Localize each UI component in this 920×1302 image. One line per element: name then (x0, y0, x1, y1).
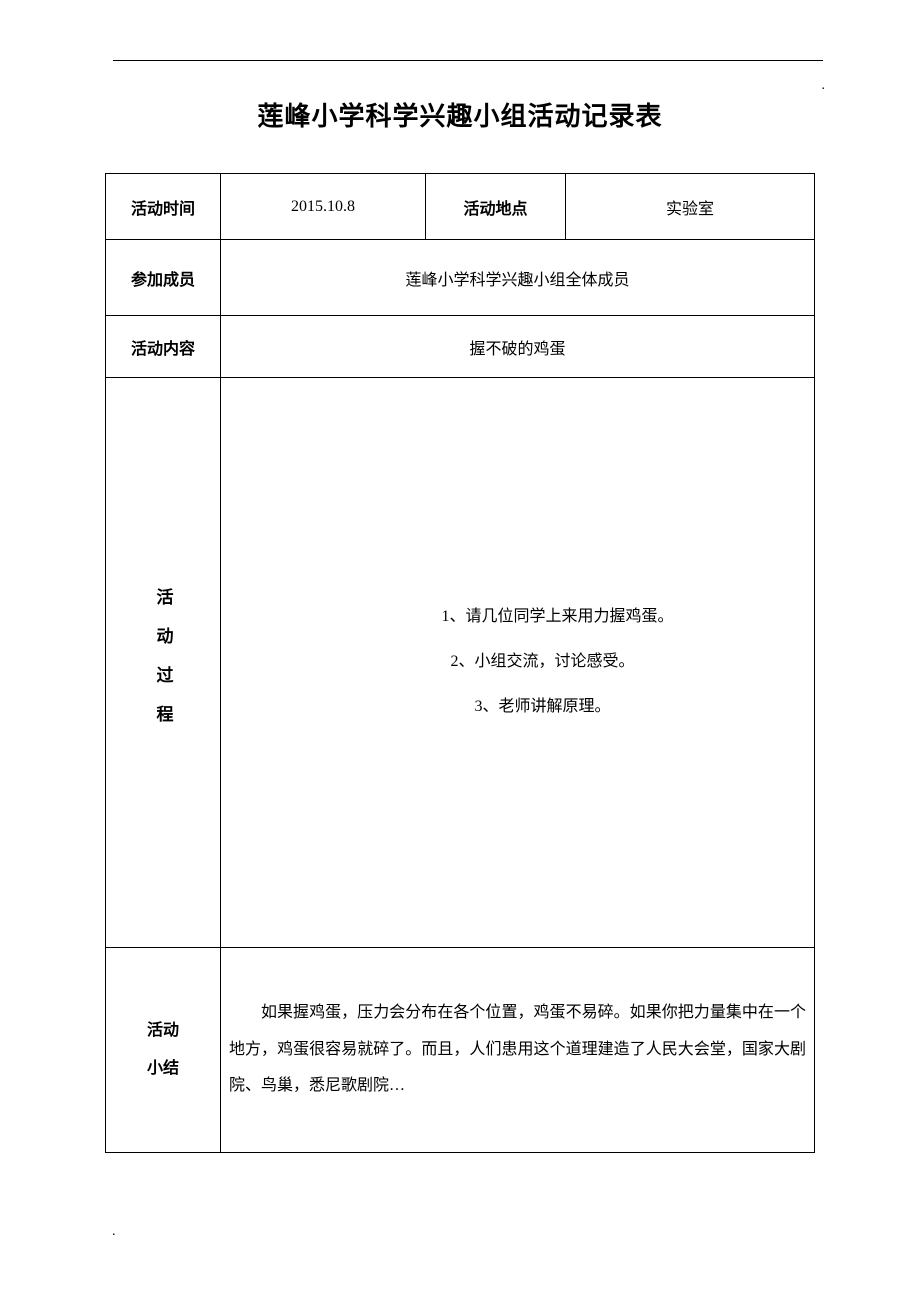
value-location: 实验室 (566, 174, 815, 240)
process-item: 2、小组交流，讨论感受。 (279, 640, 806, 685)
table-row: 活动内容 握不破的鸡蛋 (106, 316, 815, 378)
table-row: 活动 小结 如果握鸡蛋，压力会分布在各个位置，鸡蛋不易碎。如果你把力量集中在一个… (106, 948, 815, 1153)
label-members: 参加成员 (106, 240, 221, 316)
top-right-dot: . (822, 78, 826, 94)
value-process: 1、请几位同学上来用力握鸡蛋。 2、小组交流，讨论感受。 3、老师讲解原理。 (221, 378, 815, 948)
top-horizontal-rule (113, 60, 823, 61)
table-row: 活动过程 1、请几位同学上来用力握鸡蛋。 2、小组交流，讨论感受。 3、老师讲解… (106, 378, 815, 948)
label-location: 活动地点 (426, 174, 566, 240)
table-row: 参加成员 莲峰小学科学兴趣小组全体成员 (106, 240, 815, 316)
document-title: 莲峰小学科学兴趣小组活动记录表 (105, 96, 815, 133)
process-item: 3、老师讲解原理。 (279, 685, 806, 730)
label-time: 活动时间 (106, 174, 221, 240)
value-content: 握不破的鸡蛋 (221, 316, 815, 378)
activity-record-table: 活动时间 2015.10.8 活动地点 实验室 参加成员 莲峰小学科学兴趣小组全… (105, 173, 815, 1153)
value-summary: 如果握鸡蛋，压力会分布在各个位置，鸡蛋不易碎。如果你把力量集中在一个地方，鸡蛋很… (221, 948, 815, 1153)
table-row: 活动时间 2015.10.8 活动地点 实验室 (106, 174, 815, 240)
label-summary: 活动 小结 (106, 948, 221, 1153)
label-content: 活动内容 (106, 316, 221, 378)
value-members: 莲峰小学科学兴趣小组全体成员 (221, 240, 815, 316)
value-time: 2015.10.8 (221, 174, 426, 240)
label-process: 活动过程 (106, 378, 221, 948)
bottom-left-dot: . (112, 1224, 116, 1240)
process-item: 1、请几位同学上来用力握鸡蛋。 (279, 595, 806, 640)
